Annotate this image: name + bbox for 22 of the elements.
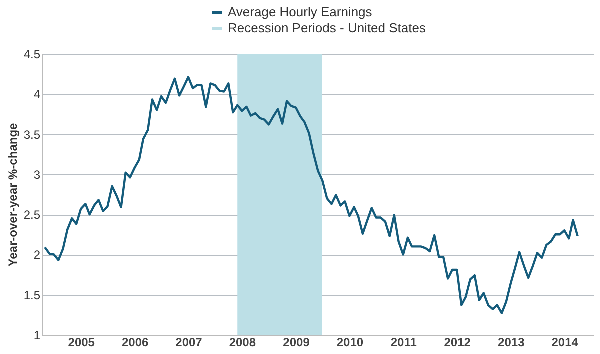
y-axis-title: Year-over-year %-change <box>6 122 20 267</box>
x-tick-label: 2005 <box>68 336 96 350</box>
legend-label: Average Hourly Earnings <box>228 4 373 20</box>
x-tick-label: 2011 <box>390 336 418 350</box>
x-tick-label: 2012 <box>444 336 472 350</box>
x-tick-label: 2010 <box>336 336 364 350</box>
y-tick-label: 1.5 <box>24 288 41 302</box>
y-tick-label: 3 <box>34 168 41 182</box>
y-tick-label: 4 <box>34 88 41 102</box>
y-tick-label: 1 <box>34 328 41 342</box>
x-tick-label: 2014 <box>552 336 579 350</box>
x-tick-label: 2007 <box>176 336 203 350</box>
x-tick-label: 2013 <box>498 336 526 350</box>
y-tick-label: 3.5 <box>24 128 41 142</box>
line-series <box>44 76 579 314</box>
y-tick-label: 2 <box>34 248 41 262</box>
y-tick-label: 4.5 <box>24 48 41 62</box>
x-tick-label: 2006 <box>122 336 149 350</box>
y-tick-label: 2.5 <box>24 208 41 222</box>
x-tick-label: 2008 <box>229 336 256 350</box>
legend-label: Recession Periods - United States <box>228 20 426 36</box>
x-tick-label: 2009 <box>283 336 310 350</box>
